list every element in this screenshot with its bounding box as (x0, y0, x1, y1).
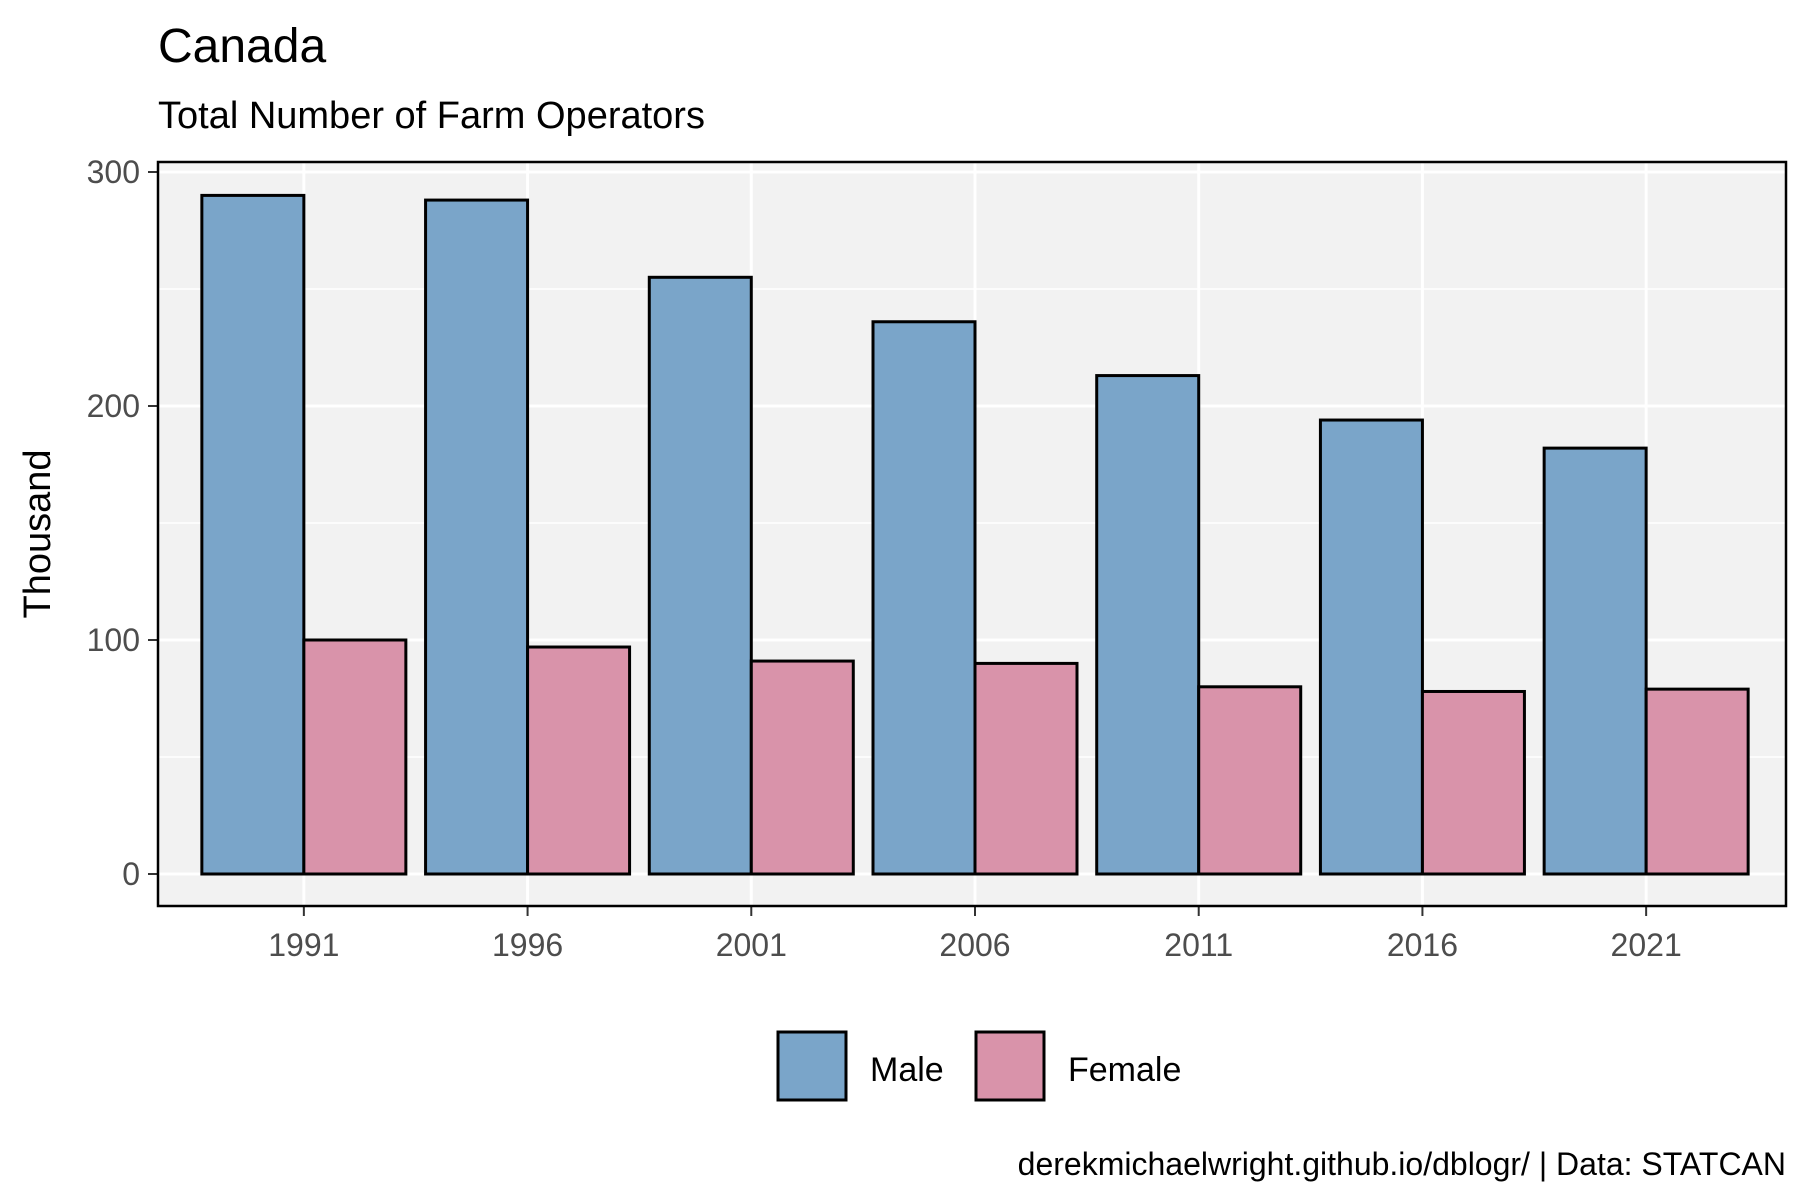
y-tick-label-2: 200 (87, 388, 140, 424)
legend: Male Female (776, 1030, 1181, 1102)
bar-male-2006 (871, 320, 977, 876)
x-tick-label-2001: 2001 (716, 927, 787, 963)
axis-layer: 0 100 200 300 1991 1996 2001 2006 2011 2016 2021 (87, 154, 1682, 963)
bar-layer (200, 193, 1750, 876)
bar-male-1996 (424, 198, 530, 876)
y-tick-label-0: 0 (122, 856, 140, 892)
bar-male-2001 (647, 275, 753, 876)
chart-title: Canada (158, 20, 326, 73)
x-tick-label-1991: 1991 (268, 927, 339, 963)
bar-female-2011 (1197, 685, 1303, 876)
legend-female-label: Female (1068, 1051, 1181, 1089)
bar-male-2016 (1318, 418, 1424, 876)
y-tick-label-1: 100 (87, 622, 140, 658)
bar-female-1991 (302, 638, 408, 876)
legend-male-label: Male (870, 1051, 944, 1089)
x-tick-label-2021: 2021 (1611, 927, 1682, 963)
bar-male-2011 (1095, 374, 1201, 876)
bar-female-2021 (1644, 687, 1750, 876)
bar-female-2001 (749, 659, 855, 876)
x-tick-label-2006: 2006 (939, 927, 1010, 963)
bar-female-1996 (526, 645, 632, 876)
y-tick-label-3: 300 (87, 154, 140, 190)
plot-border (156, 160, 1788, 908)
x-tick-label-2016: 2016 (1387, 927, 1458, 963)
bar-female-2016 (1420, 689, 1526, 876)
chart-caption: derekmichaelwright.github.io/dblogr/ | D… (1018, 1146, 1786, 1182)
chart-subtitle: Total Number of Farm Operators (158, 95, 705, 137)
bar-female-2006 (973, 661, 1079, 876)
bar-male-1991 (200, 193, 306, 876)
legend-female-swatch (974, 1030, 1046, 1102)
legend-male-swatch (776, 1030, 848, 1102)
y-axis-label: Thousand (17, 449, 59, 618)
x-tick-label-1996: 1996 (492, 927, 563, 963)
bar-male-2021 (1542, 446, 1648, 876)
x-tick-label-2011: 2011 (1164, 927, 1233, 963)
